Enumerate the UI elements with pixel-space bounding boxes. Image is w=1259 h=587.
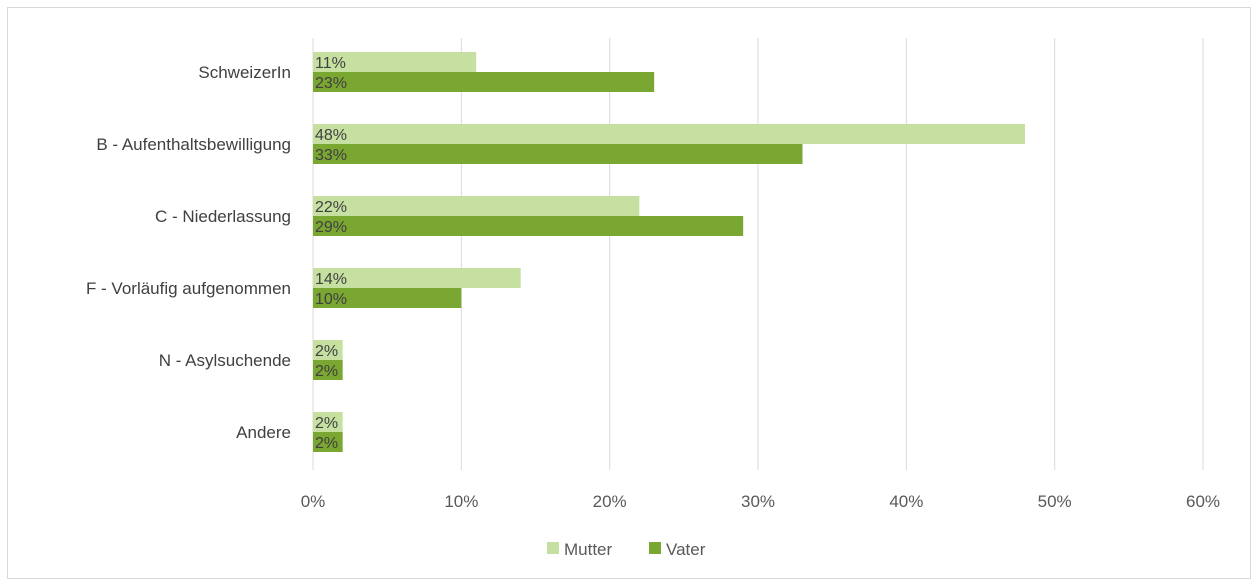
bar-mutter (313, 268, 521, 288)
bar-vater (313, 360, 343, 380)
chart-frame (7, 7, 1251, 579)
bar-mutter (313, 340, 343, 360)
bar-vater (313, 216, 744, 236)
x-tick-label: 40% (889, 492, 923, 511)
legend-swatch-mutter (547, 542, 559, 554)
x-tick-label: 0% (301, 492, 326, 511)
data-label: 2% (315, 343, 338, 360)
x-tick-label: 30% (741, 492, 775, 511)
legend-swatch-vater (649, 542, 661, 554)
category-label: N - Asylsuchende (159, 351, 291, 370)
data-label: 29% (315, 219, 347, 236)
bar-mutter (313, 412, 343, 432)
data-label: 2% (315, 415, 338, 432)
category-label: C - Niederlassung (155, 207, 291, 226)
category-label: SchweizerIn (198, 63, 291, 82)
data-label: 33% (315, 147, 347, 164)
data-label: 10% (315, 291, 347, 308)
x-tick-label: 20% (593, 492, 627, 511)
legend-label: Mutter (564, 540, 613, 559)
data-label: 2% (315, 435, 338, 452)
data-label: 23% (315, 75, 347, 92)
bar-mutter (313, 124, 1025, 144)
category-label: B - Aufenthaltsbewilligung (96, 135, 291, 154)
x-tick-label: 50% (1038, 492, 1072, 511)
bar-vater (313, 72, 655, 92)
data-label: 48% (315, 127, 347, 144)
x-tick-label: 60% (1186, 492, 1220, 511)
data-label: 22% (315, 199, 347, 216)
data-label: 11% (315, 55, 346, 72)
bar-vater (313, 432, 343, 452)
legend-label: Vater (666, 540, 706, 559)
category-label: F - Vorläufig aufgenommen (86, 279, 291, 298)
category-label: Andere (236, 423, 291, 442)
data-label: 2% (315, 363, 338, 380)
data-label: 14% (315, 271, 347, 288)
bar-vater (313, 288, 462, 308)
bar-vater (313, 144, 803, 164)
bar-mutter (313, 196, 640, 216)
bar-mutter (313, 52, 477, 72)
x-tick-label: 10% (444, 492, 478, 511)
